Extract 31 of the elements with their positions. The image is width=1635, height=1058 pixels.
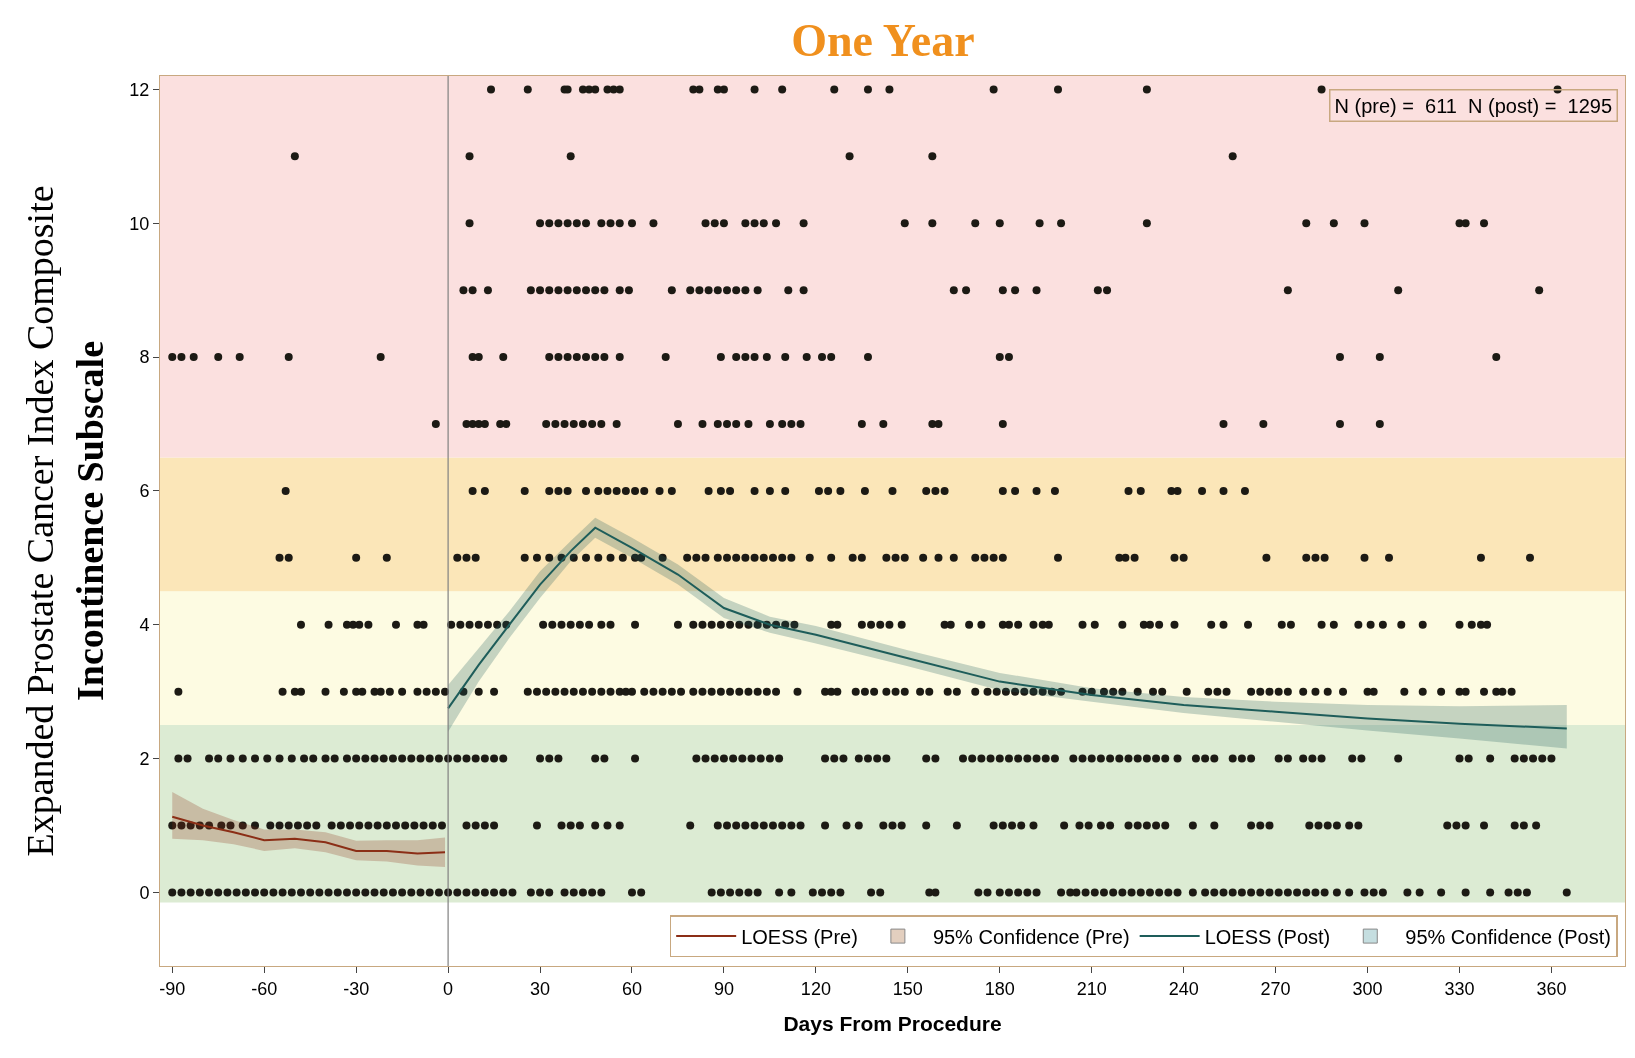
x-tick-label: -30 [343,978,370,999]
legend-label: 95% Confidence (Post) [1405,925,1611,948]
x-tick-label: 240 [1168,978,1199,999]
y-tick-label: 12 [129,79,150,100]
x-tick-label: 90 [713,978,734,999]
legend-label: LOESS (Pre) [741,925,858,948]
y-tick-label: 6 [139,481,150,502]
legend-label: 95% Confidence (Pre) [932,925,1130,948]
x-tick-label: 30 [530,978,551,999]
y-tick-label: 8 [139,347,150,368]
legend-label: LOESS (Post) [1204,925,1331,948]
x-tick-label: 150 [892,978,923,999]
x-tick-label: 0 [443,978,454,999]
x-tick-label: 120 [800,978,831,999]
x-tick-label: 330 [1444,978,1475,999]
y-tick-label: 2 [139,748,150,769]
x-tick-label: -60 [251,978,278,999]
chart-title: One Year [791,15,975,67]
x-tick-label: 210 [1076,978,1107,999]
x-axis-title: Days From Procedure [783,1011,1002,1035]
x-tick-label: -90 [159,978,186,999]
y-tick-label: 0 [139,882,150,903]
annotation: N (pre) = 611 N (post) = 1295 [1334,94,1613,117]
y-tick-label: 4 [139,615,150,636]
x-tick-label: 60 [621,978,643,999]
y-tick-label: 10 [129,213,150,234]
x-tick-label: 270 [1260,978,1291,999]
x-tick-label: 180 [984,978,1015,999]
y-axis-title: Expanded Prostate Cancer Index Composite Incontinence Subscale [19,185,111,857]
x-tick-label: 360 [1536,978,1567,999]
x-tick-label: 300 [1352,978,1383,999]
